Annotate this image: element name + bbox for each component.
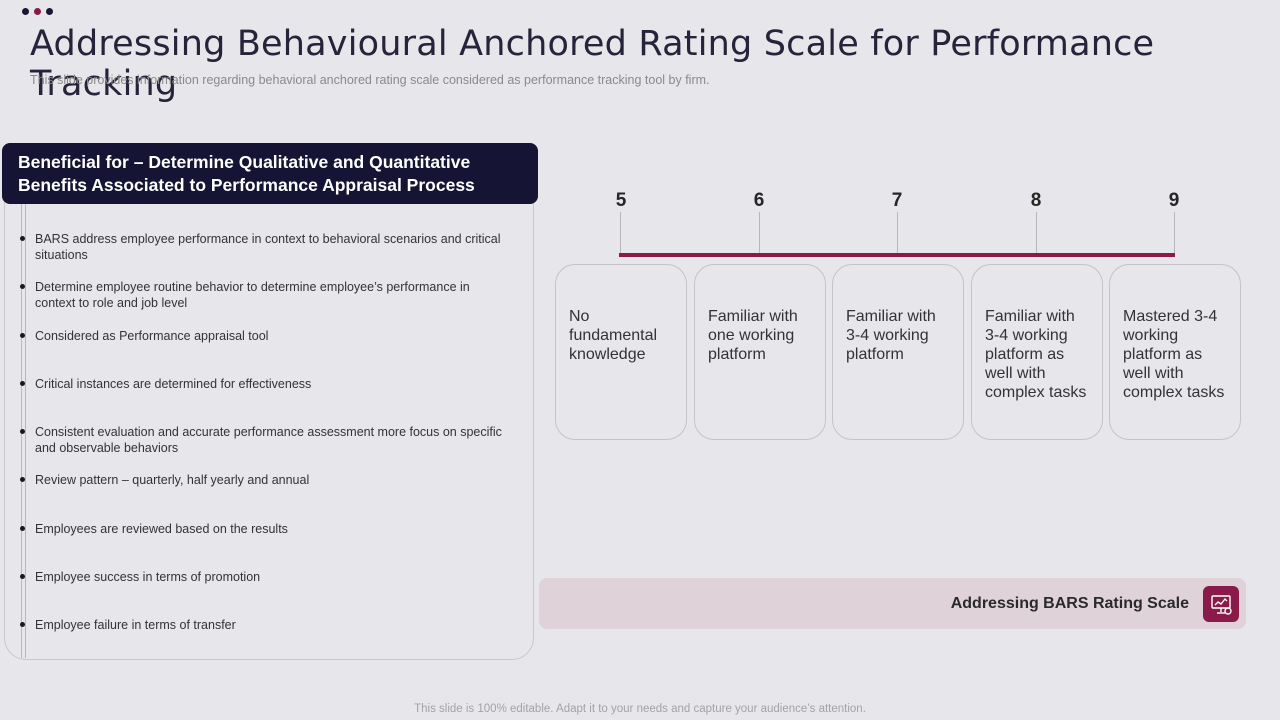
bars-footer-bar: Addressing BARS Rating Scale xyxy=(539,578,1246,629)
scale-tick xyxy=(897,212,898,254)
rating-7: 7 xyxy=(891,190,903,211)
benefit-item: Considered as Performance appraisal tool xyxy=(20,328,505,344)
rating-card-9: Mastered 3-4 working platform as well wi… xyxy=(1109,264,1241,440)
benefits-header: Beneficial for – Determine Qualitative a… xyxy=(2,143,538,204)
rating-8: 8 xyxy=(1030,190,1042,211)
benefits-list: BARS address employee performance in con… xyxy=(0,0,502,632)
dot xyxy=(34,8,41,15)
rating-9: 9 xyxy=(1168,190,1180,211)
rating-card-5: No fundamental knowledge xyxy=(555,264,687,440)
rating-card-6: Familiar with one working platform xyxy=(694,264,826,440)
slide-title: Addressing Behavioural Anchored Rating S… xyxy=(30,24,1155,104)
footer-bar-label: Addressing BARS Rating Scale xyxy=(950,595,1189,612)
benefit-item: Employee success in terms of promotion xyxy=(20,569,505,585)
slide-subtitle: This slide provides information regardin… xyxy=(30,73,710,87)
benefit-item: Employee failure in terms of transfer xyxy=(20,617,505,633)
scale-tick xyxy=(759,212,760,254)
dot xyxy=(22,8,29,15)
rating-5: 5 xyxy=(615,190,627,211)
rating-scale-bar xyxy=(619,253,1175,257)
scale-tick xyxy=(620,212,621,254)
editable-footnote: This slide is 100% editable. Adapt it to… xyxy=(414,703,866,715)
slide-dots-decoration xyxy=(22,8,53,15)
benefit-item: Determine employee routine behavior to d… xyxy=(20,279,505,311)
rating-card-8: Familiar with 3-4 working platform as we… xyxy=(971,264,1103,440)
dot xyxy=(46,8,53,15)
rating-card-7: Familiar with 3-4 working platform xyxy=(832,264,964,440)
benefits-header-line1: Beneficial for – Determine Qualitative a… xyxy=(18,152,471,172)
benefit-item: Critical instances are determined for ef… xyxy=(20,376,505,392)
benefits-header-line2: Benefits Associated to Performance Appra… xyxy=(18,175,475,195)
benefit-item: Review pattern – quarterly, half yearly … xyxy=(20,472,505,488)
scale-tick xyxy=(1036,212,1037,254)
benefit-item: Consistent evaluation and accurate perfo… xyxy=(20,424,505,456)
benefit-item: Employees are reviewed based on the resu… xyxy=(20,521,505,537)
rating-6: 6 xyxy=(753,190,765,211)
presentation-chart-icon xyxy=(1203,586,1239,622)
benefit-item: BARS address employee performance in con… xyxy=(20,231,505,263)
scale-tick xyxy=(1174,212,1175,254)
